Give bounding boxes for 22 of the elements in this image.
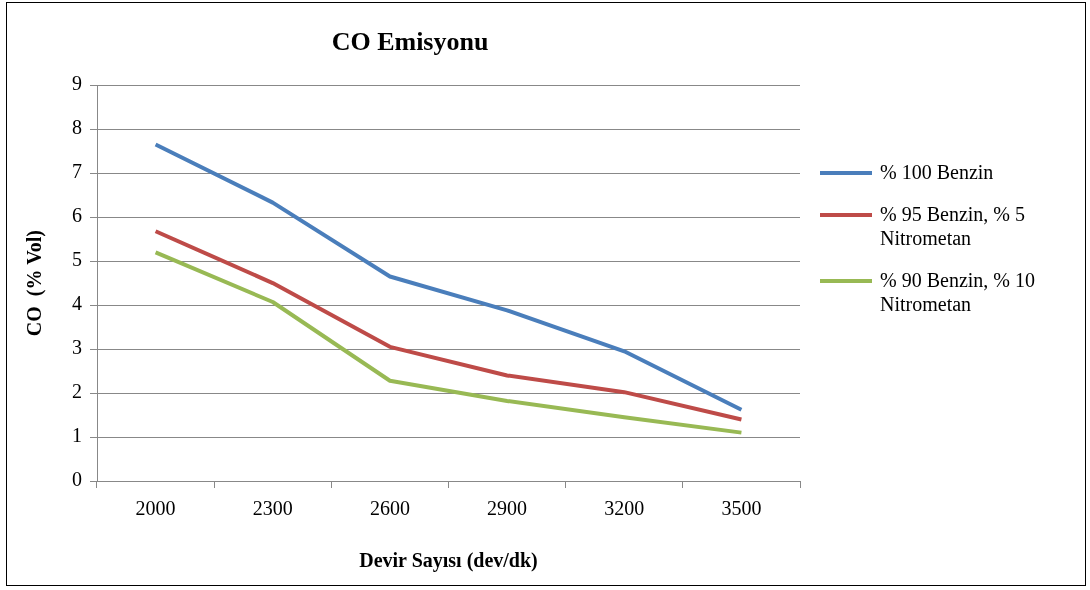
- x-axis-title: Devir Sayısı (dev/dk): [359, 549, 538, 573]
- y-tick-label: 0: [72, 468, 82, 491]
- legend-label: % 100 Benzin: [880, 160, 994, 184]
- legend-label: % 95 Benzin, % 5 Nitrometan: [880, 202, 1026, 250]
- x-tick-label: 2300: [252, 497, 293, 520]
- y-tick-label: 6: [72, 204, 82, 227]
- y-tick-label: 5: [72, 248, 82, 271]
- x-tick-label: 3200: [604, 497, 645, 520]
- x-tick-label: 3500: [721, 497, 762, 520]
- y-tick-label: 8: [72, 116, 82, 139]
- legend-label: % 90 Benzin, % 10 Nitrometan: [880, 268, 1036, 316]
- x-tick-label: 2900: [487, 497, 528, 520]
- x-tick-label: 2000: [135, 497, 176, 520]
- y-tick-label: 3: [72, 336, 82, 359]
- y-tick-label: 4: [72, 292, 82, 315]
- chart-title: CO Emisyonu: [331, 27, 489, 57]
- y-axis-title: CO (% Vol): [23, 230, 47, 337]
- y-tick-label: 9: [72, 72, 82, 95]
- y-tick-label: 7: [72, 160, 82, 183]
- x-tick-label: 2600: [369, 497, 410, 520]
- y-tick-label: 1: [72, 424, 82, 447]
- y-tick-label: 2: [72, 380, 82, 403]
